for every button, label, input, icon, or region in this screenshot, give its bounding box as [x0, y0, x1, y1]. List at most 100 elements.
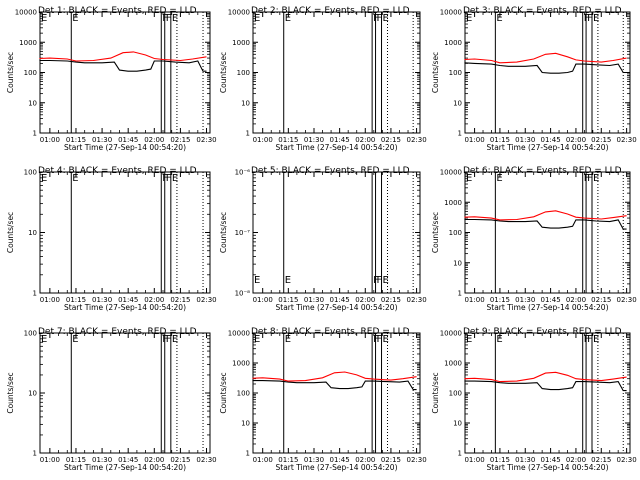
x-tick-label: 01:30	[515, 296, 535, 304]
x-tick-label: 02:15	[381, 296, 401, 304]
x-axis-label: Start Time (27-Sep-14 00:54:20)	[276, 463, 398, 472]
detector-panel-2: Det 2: BLACK = Events, RED = LLD 1 10 100 10…	[219, 6, 427, 152]
y-tick-label: 10000	[440, 169, 462, 177]
x-tick-label: 02:00	[144, 136, 164, 144]
flag-label-start: E	[41, 173, 47, 184]
x-tick-label: 01:30	[304, 296, 324, 304]
x-tick-label: 01:00	[40, 456, 60, 464]
x-tick-label: 02:30	[406, 136, 426, 144]
y-tick-label: 10⁻⁸	[235, 290, 251, 298]
x-tick-label: 02:15	[381, 456, 401, 464]
flag-label-f: F	[166, 13, 172, 24]
lld-series-line	[464, 210, 627, 221]
y-tick-label: 10⁻⁶	[235, 169, 251, 177]
plot-frame	[252, 332, 421, 454]
x-tick-label: 02:30	[617, 456, 637, 464]
x-tick-label: 01:15	[278, 136, 298, 144]
x-tick-label: 01:15	[490, 296, 510, 304]
lld-series-line	[464, 52, 627, 64]
flag-label-e: E	[593, 334, 599, 345]
x-tick-label: 02:00	[355, 296, 375, 304]
x-tick-label: 02:15	[591, 136, 611, 144]
flag-label-e: E	[496, 13, 502, 24]
x-tick-label: 01:30	[515, 136, 535, 144]
flag-label-start: E	[254, 334, 260, 345]
y-tick-label: 10000	[228, 330, 250, 338]
x-tick-label: 01:00	[464, 456, 484, 464]
flag-label-e: E	[172, 173, 178, 184]
x-tick-label: 02:00	[355, 136, 375, 144]
x-tick-label: 01:45	[541, 296, 561, 304]
y-axis-label: Counts/sec	[219, 212, 228, 253]
y-axis-label: Counts/sec	[6, 52, 15, 93]
x-tick-label: 02:15	[170, 296, 190, 304]
y-axis-label: Counts/sec	[6, 372, 15, 413]
x-tick-label: 02:15	[591, 456, 611, 464]
x-axis-label: Start Time (27-Sep-14 00:54:20)	[64, 463, 186, 472]
y-axis-label: Counts/sec	[431, 52, 440, 93]
y-tick-label: 100	[449, 69, 462, 77]
x-tick-label: 01:45	[330, 296, 350, 304]
flag-label-f: F	[377, 275, 383, 286]
y-tick-label: 10	[241, 99, 250, 107]
y-tick-label: 10000	[15, 9, 37, 17]
flag-label-e: E	[285, 334, 291, 345]
x-tick-label: 01:00	[464, 136, 484, 144]
detector-panel-8: Det 8: BLACK = Events, RED = LLD 1 10 100 10…	[219, 327, 427, 472]
plot-frame	[39, 332, 211, 454]
flag-label-e: E	[383, 275, 389, 286]
y-tick-label: 10	[28, 99, 37, 107]
x-tick-label: 02:30	[196, 456, 216, 464]
x-tick-label: 02:30	[406, 296, 426, 304]
y-axis-label: Counts/sec	[219, 372, 228, 413]
x-axis-label: Start Time (27-Sep-14 00:54:20)	[64, 303, 186, 312]
x-tick-label: 01:00	[253, 136, 273, 144]
panel-title: Det 3: BLACK = Events, RED = LLD	[463, 6, 622, 16]
x-tick-label: 02:15	[170, 136, 190, 144]
y-tick-label: 10	[241, 420, 250, 428]
y-tick-label: 100	[237, 390, 250, 398]
panel-title: Det 8: BLACK = Events, RED = LLD	[251, 327, 410, 337]
flag-label-e: E	[593, 173, 599, 184]
y-tick-label: 10⁻⁷	[235, 229, 251, 237]
detector-panel-5: Det 5: BLACK = Events, RED = LLD 10⁻⁸ 10⁻⁷…	[219, 166, 427, 312]
flag-label-f: F	[162, 13, 168, 24]
x-tick-label: 01:15	[278, 296, 298, 304]
detector-panel-9: Det 9: BLACK = Events, RED = LLD 1 10 100 10…	[431, 327, 637, 472]
flag-label-e: E	[593, 13, 599, 24]
y-tick-label: 100	[449, 229, 462, 237]
x-axis-label: Start Time (27-Sep-14 00:54:20)	[64, 143, 186, 152]
x-tick-label: 02:00	[355, 456, 375, 464]
flag-label-e: E	[285, 13, 291, 24]
y-tick-label: 1	[33, 290, 37, 298]
x-axis-label: Start Time (27-Sep-14 00:54:20)	[487, 143, 609, 152]
x-axis-label: Start Time (27-Sep-14 00:54:20)	[276, 143, 398, 152]
x-tick-label: 01:00	[40, 136, 60, 144]
y-axis-label: Counts/sec	[6, 212, 15, 253]
y-tick-label: 10	[453, 259, 462, 267]
y-tick-label: 100	[449, 390, 462, 398]
x-tick-label: 02:30	[196, 296, 216, 304]
detector-panel-6: Det 6: BLACK = Events, RED = LLD 1 10 100 10…	[431, 166, 637, 312]
events-series-line	[464, 380, 627, 392]
flag-label-f: F	[166, 173, 172, 184]
panel-title: Det 2: BLACK = Events, RED = LLD	[251, 6, 410, 16]
panel-title: Det 5: BLACK = Events, RED = LLD	[251, 166, 410, 176]
panel-title: Det 4: BLACK = Events, RED = LLD	[38, 166, 197, 176]
y-tick-label: 1	[458, 130, 462, 138]
y-tick-label: 10000	[228, 9, 250, 17]
x-tick-label: 01:15	[66, 136, 86, 144]
y-tick-label: 10	[453, 420, 462, 428]
flag-label-f: F	[584, 173, 590, 184]
flag-label-start: E	[254, 13, 260, 24]
x-tick-label: 01:45	[541, 456, 561, 464]
detector-panel-1: Det 1: BLACK = Events, RED = LLD 1 10 100 10…	[6, 6, 217, 152]
x-tick-label: 01:15	[66, 296, 86, 304]
panel-title: Det 6: BLACK = Events, RED = LLD	[463, 166, 622, 176]
flag-label-start: E	[466, 334, 472, 345]
x-tick-label: 02:30	[196, 136, 216, 144]
x-tick-label: 01:45	[330, 136, 350, 144]
events-series-line	[464, 62, 627, 74]
y-tick-label: 100	[24, 69, 37, 77]
